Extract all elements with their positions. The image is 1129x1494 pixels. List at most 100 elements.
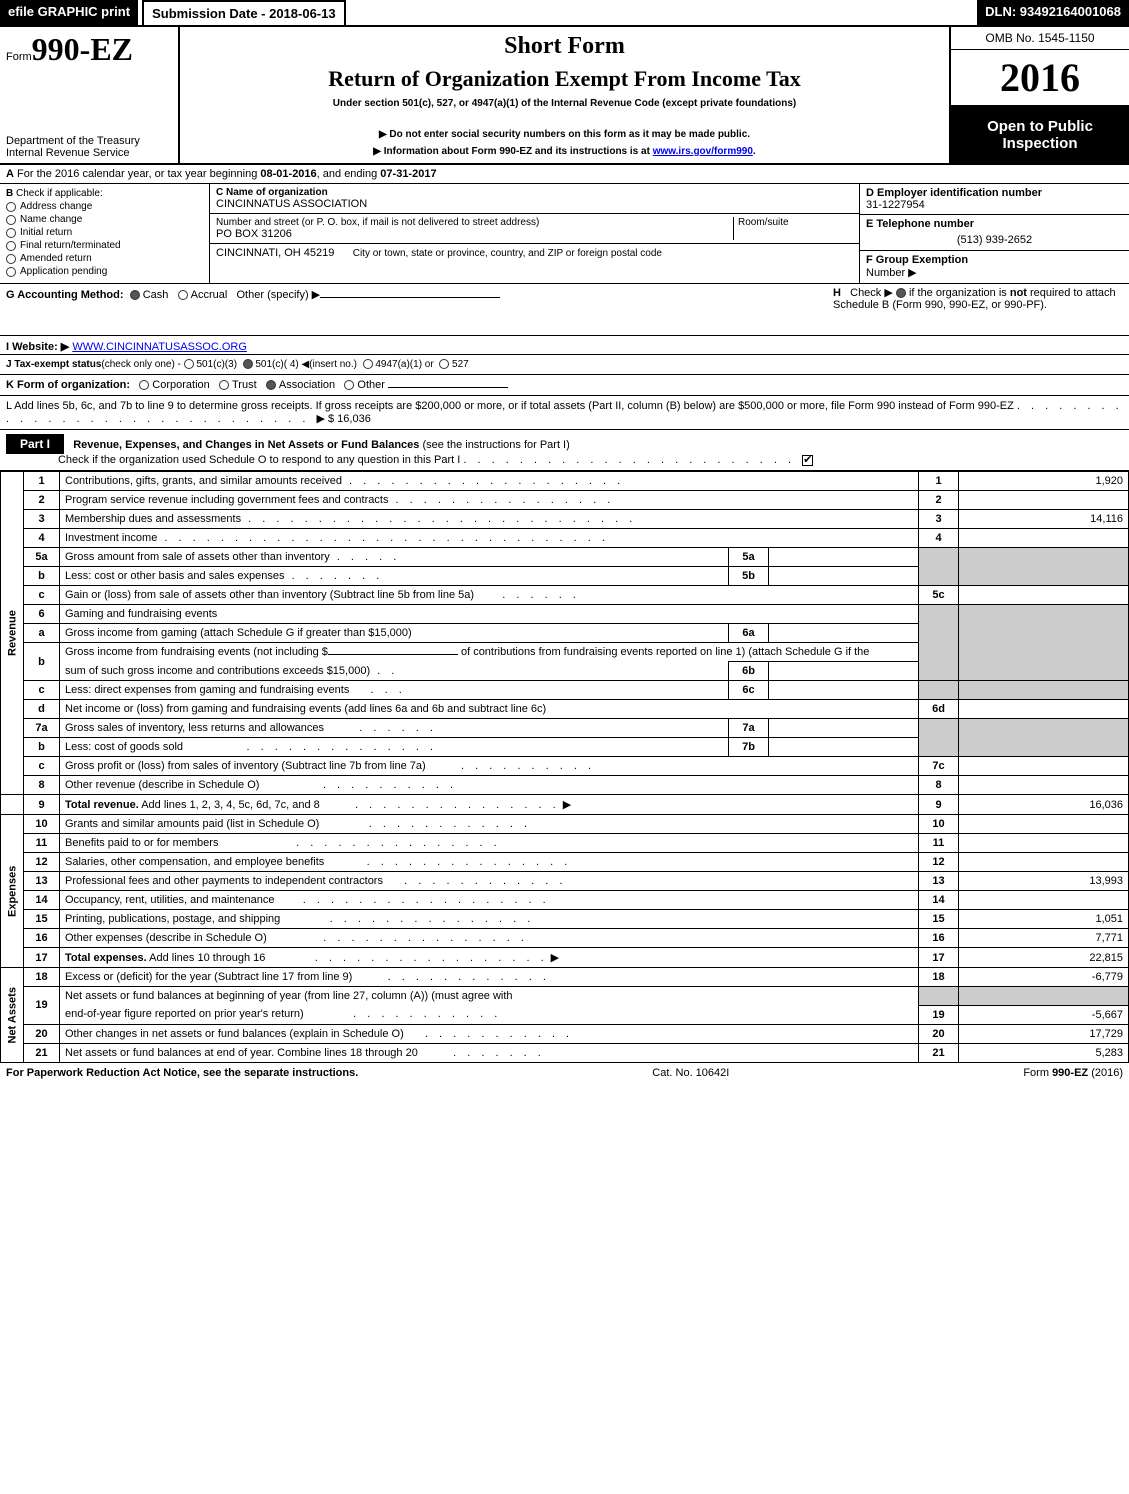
chk-application-pending[interactable] xyxy=(6,267,16,277)
d-row: D Employer identification number 31-1227… xyxy=(860,184,1129,215)
ln16-no: 16 xyxy=(24,929,60,948)
k-o3-radio[interactable] xyxy=(266,380,276,390)
chk-address-change[interactable] xyxy=(6,202,16,212)
k-label: K Form of organization: xyxy=(6,379,130,391)
g-cash-radio[interactable] xyxy=(130,290,140,300)
ln2-no: 2 xyxy=(24,491,60,510)
chk-final-return[interactable] xyxy=(6,241,16,251)
ln19-desc2: end-of-year figure reported on prior yea… xyxy=(65,1008,304,1020)
expenses-vlabel: Expenses xyxy=(1,815,24,968)
g-cash: Cash xyxy=(143,289,169,301)
ln8-no: 8 xyxy=(24,776,60,795)
ln20-desc: Other changes in net assets or fund bala… xyxy=(65,1028,404,1040)
ln10-num: 10 xyxy=(919,815,959,834)
ln19-num: 19 xyxy=(919,1005,959,1024)
efile-badge: efile GRAPHIC print xyxy=(0,0,138,25)
ln6b-subval xyxy=(769,662,919,681)
ln12-no: 12 xyxy=(24,853,60,872)
line-10: Expenses 10 Grants and similar amounts p… xyxy=(1,815,1129,834)
ln1-desc: Contributions, gifts, grants, and simila… xyxy=(65,475,342,487)
j-o2-radio[interactable] xyxy=(243,359,253,369)
h-label: H xyxy=(833,287,841,299)
under-section-text: Under section 501(c), 527, or 4947(a)(1)… xyxy=(186,98,943,109)
chk-initial-return[interactable] xyxy=(6,228,16,238)
j-o1: 501(c)(3) xyxy=(196,359,237,370)
col-def: D Employer identification number 31-1227… xyxy=(859,184,1129,283)
short-form-title: Short Form xyxy=(186,33,943,60)
j-o3-radio[interactable] xyxy=(363,359,373,369)
form-number: 990-EZ xyxy=(32,31,133,67)
ln4-desc: Investment income xyxy=(65,532,157,544)
h-check[interactable] xyxy=(896,288,906,298)
footer: For Paperwork Reduction Act Notice, see … xyxy=(0,1063,1129,1083)
k-o4-radio[interactable] xyxy=(344,380,354,390)
chk-amended-return[interactable] xyxy=(6,254,16,264)
ln6c-sub: 6c xyxy=(729,681,769,700)
ln1-amt: 1,920 xyxy=(959,472,1129,491)
part1-schedule-o-check[interactable] xyxy=(802,455,813,466)
ln5c-num: 5c xyxy=(919,586,959,605)
h-text2: if the organization is xyxy=(909,287,1010,299)
c-street-val: PO BOX 31206 xyxy=(216,228,733,240)
ln20-amt: 17,729 xyxy=(959,1024,1129,1043)
ln5ab-shade1 xyxy=(919,548,959,586)
k-other-blank[interactable] xyxy=(388,387,508,388)
ln8-num: 8 xyxy=(919,776,959,795)
k-o1-radio[interactable] xyxy=(139,380,149,390)
line-17: 17 Total expenses. Add lines 10 through … xyxy=(1,948,1129,968)
ln6b-blank[interactable] xyxy=(328,654,458,655)
ln7c-num: 7c xyxy=(919,757,959,776)
ln6b-desc3: sum of such gross income and contributio… xyxy=(65,665,370,677)
ln9-vspacer xyxy=(1,795,24,815)
b-opt0: Address change xyxy=(20,201,92,212)
row-i: I Website: ▶ WWW.CINCINNATUSASSOC.ORG xyxy=(0,336,1129,355)
c-room-suite: Room/suite xyxy=(733,217,853,240)
ln5a-desc: Gross amount from sale of assets other t… xyxy=(65,551,330,563)
ln4-num: 4 xyxy=(919,529,959,548)
k-o2-radio[interactable] xyxy=(219,380,229,390)
col-b: B Check if applicable: Address change Na… xyxy=(0,184,210,283)
h-block: H Check ▶ if the organization is not req… xyxy=(833,286,1123,311)
line-5c: c Gain or (loss) from sale of assets oth… xyxy=(1,586,1129,605)
j-o1-radio[interactable] xyxy=(184,359,194,369)
ln16-num: 16 xyxy=(919,929,959,948)
footer-right-pre: Form xyxy=(1023,1067,1052,1079)
top-bar: efile GRAPHIC print Submission Date - 20… xyxy=(0,0,1129,27)
ln19-desc: Net assets or fund balances at beginning… xyxy=(65,990,513,1002)
ln18-no: 18 xyxy=(24,968,60,987)
ln6a-subval xyxy=(769,624,919,643)
ln5c-no: c xyxy=(24,586,60,605)
warn2-pre: ▶ Information about Form 990-EZ and its … xyxy=(373,146,652,157)
row-a-end: 07-31-2017 xyxy=(380,168,436,180)
ln5a-no: 5a xyxy=(24,548,60,567)
line-21: 21 Net assets or fund balances at end of… xyxy=(1,1043,1129,1062)
ln7a-subval xyxy=(769,719,919,738)
j-o4-radio[interactable] xyxy=(439,359,449,369)
ln6c-no: c xyxy=(24,681,60,700)
d-val: 31-1227954 xyxy=(866,199,925,211)
j-o3: 4947(a)(1) or xyxy=(375,359,433,370)
row-a-begin: 08-01-2016 xyxy=(260,168,316,180)
ln19-amt: -5,667 xyxy=(959,1005,1129,1024)
ln5c-desc: Gain or (loss) from sale of assets other… xyxy=(65,589,474,601)
row-j: J Tax-exempt status(check only one) - 50… xyxy=(0,355,1129,375)
c-org-name: CINCINNATUS ASSOCIATION xyxy=(216,198,853,210)
chk-name-change[interactable] xyxy=(6,215,16,225)
ln13-no: 13 xyxy=(24,872,60,891)
part1-checkline: Check if the organization used Schedule … xyxy=(58,454,460,466)
line-18: Net Assets 18 Excess or (deficit) for th… xyxy=(1,968,1129,987)
line-4: 4 Investment income . . . . . . . . . . … xyxy=(1,529,1129,548)
irs-link[interactable]: www.irs.gov/form990 xyxy=(653,146,753,157)
c-city-label: City or town, state or province, country… xyxy=(353,248,662,259)
l-amount: ▶ $ 16,036 xyxy=(316,413,370,425)
i-website[interactable]: WWW.CINCINNATUSASSOC.ORG xyxy=(72,341,247,353)
g-other-blank[interactable] xyxy=(320,297,500,298)
g-other: Other (specify) ▶ xyxy=(237,289,321,301)
ln5b-sub: 5b xyxy=(729,567,769,586)
ln4-no: 4 xyxy=(24,529,60,548)
line-15: 15 Printing, publications, postage, and … xyxy=(1,910,1129,929)
g-accrual-radio[interactable] xyxy=(178,290,188,300)
line-11: 11 Benefits paid to or for members . . .… xyxy=(1,834,1129,853)
c-street-label: Number and street (or P. O. box, if mail… xyxy=(216,217,733,228)
warn2-post: . xyxy=(753,146,756,157)
